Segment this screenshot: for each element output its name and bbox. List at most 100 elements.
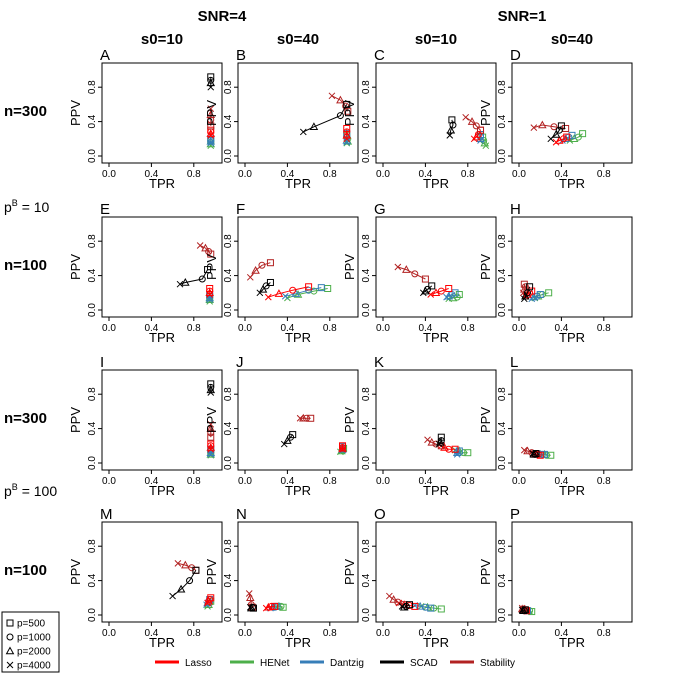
x-axis-label: TPR: [559, 330, 585, 345]
x-tick-label: 0.4: [554, 628, 568, 639]
data-point-cross: [280, 440, 288, 448]
data-point-circle: [411, 270, 419, 278]
x-tick-label: 0.0: [102, 169, 116, 180]
x-tick-label: 0.8: [323, 628, 337, 639]
panel-letter: A: [100, 47, 110, 64]
y-axis-label: PPV: [478, 254, 493, 280]
x-axis-label: TPR: [559, 176, 585, 191]
x-tick-label: 0.0: [102, 323, 116, 334]
row-label: n=100: [4, 257, 47, 274]
x-tick-label: 0.8: [187, 628, 201, 639]
data-point-cross: [530, 124, 538, 131]
panel-frame: [375, 216, 497, 318]
y-axis-label: PPV: [68, 407, 83, 433]
snr-right-header: SNR=1: [498, 8, 547, 25]
panel-frame: [511, 521, 633, 623]
data-point-triangle: [176, 584, 186, 593]
x-axis-label: TPR: [559, 635, 585, 650]
x-tick-label: 0.8: [461, 169, 475, 180]
data-point-cross: [547, 135, 555, 143]
data-point-square: [526, 283, 534, 291]
x-axis-label: TPR: [285, 330, 311, 345]
y-axis-label: PPV: [478, 407, 493, 433]
x-tick-label: 0.0: [102, 476, 116, 487]
data-point-square: [204, 266, 212, 274]
panel-frame: [511, 62, 633, 164]
series-stability: [462, 113, 485, 134]
x-tick-label: 0.4: [418, 323, 432, 334]
y-tick-label: 0.0: [223, 303, 234, 317]
data-point-triangle: [471, 132, 481, 141]
panel-frame: [101, 521, 223, 623]
row-labels: n=300 n=100 n=300 n=100 pB = 10 pB = 100: [4, 103, 57, 579]
y-tick-label: 0.0: [223, 608, 234, 622]
legend-marker-label: p=2000: [17, 647, 51, 658]
data-point-square: [428, 282, 436, 290]
series-line: [199, 245, 212, 255]
y-tick-label: 0.0: [361, 456, 372, 470]
x-tick-label: 0.0: [238, 628, 252, 639]
y-tick-label: 0.4: [87, 573, 98, 587]
panel-frame: [511, 369, 633, 471]
data-point-cross: [529, 450, 537, 457]
legend-method-label: SCAD: [410, 658, 438, 669]
data-point-cross: [296, 414, 304, 422]
series-dantzig: [528, 291, 544, 303]
series-stability: [206, 420, 216, 441]
series-scad: [547, 122, 565, 143]
panel-frame: [375, 369, 497, 471]
panel-frame: [101, 216, 223, 318]
data-point-cross: [262, 604, 270, 612]
data-point-cross: [207, 451, 215, 458]
y-tick-label: 0.8: [497, 234, 508, 248]
data-point-cross: [398, 603, 406, 610]
data-point-triangle: [415, 601, 425, 610]
series-stability: [196, 242, 215, 258]
panel-l: L 0.0 0.4 0.8 TPR 0.0 0.4 0.8 PPV: [478, 354, 633, 498]
panel-letter: F: [236, 201, 245, 218]
data-point-cross: [169, 592, 176, 600]
data-point-triangle: [274, 289, 284, 297]
x-tick-label: 0.0: [512, 628, 526, 639]
x-tick-label: 0.0: [102, 628, 116, 639]
y-tick-label: 0.4: [223, 421, 234, 435]
y-tick-label: 0.4: [223, 573, 234, 587]
x-tick-label: 0.0: [376, 169, 390, 180]
data-point-cross: [462, 113, 470, 121]
x-axis-label: TPR: [149, 330, 175, 345]
y-tick-label: 0.8: [361, 539, 372, 553]
panel-letter: E: [100, 201, 110, 218]
legend-method-label: Stability: [480, 658, 515, 669]
data-point-cross: [394, 263, 402, 271]
x-tick-label: 0.0: [512, 169, 526, 180]
row-label: n=300: [4, 103, 47, 120]
x-tick-label: 0.4: [144, 169, 158, 180]
data-point-triangle: [206, 78, 216, 87]
y-tick-label: 0.4: [497, 573, 508, 587]
y-tick-label: 0.4: [497, 421, 508, 435]
y-axis-label: PPV: [342, 100, 357, 126]
data-point-square: [207, 433, 215, 441]
data-point-cross: [256, 289, 264, 297]
data-point-cross: [176, 280, 184, 288]
y-tick-label: 0.8: [87, 539, 98, 553]
series-scad: [518, 606, 529, 615]
y-tick-label: 0.8: [223, 234, 234, 248]
series-line: [522, 284, 526, 293]
y-tick-label: 0.0: [87, 608, 98, 622]
panel-letter: H: [510, 201, 521, 218]
data-point-cross: [207, 445, 215, 453]
data-point-square: [266, 278, 274, 286]
x-tick-label: 0.8: [597, 323, 611, 334]
panel-frame: [375, 62, 497, 164]
x-tick-label: 0.4: [554, 169, 568, 180]
data-point-circle: [207, 429, 215, 437]
data-point-circle: [186, 577, 194, 585]
data-point-cross: [206, 296, 214, 304]
data-point-triangle: [551, 130, 561, 138]
series-line: [555, 136, 567, 143]
panel-letter: L: [510, 354, 518, 371]
data-point-cross: [196, 242, 204, 249]
series-scad: [529, 449, 540, 458]
y-tick-label: 0.0: [87, 303, 98, 317]
